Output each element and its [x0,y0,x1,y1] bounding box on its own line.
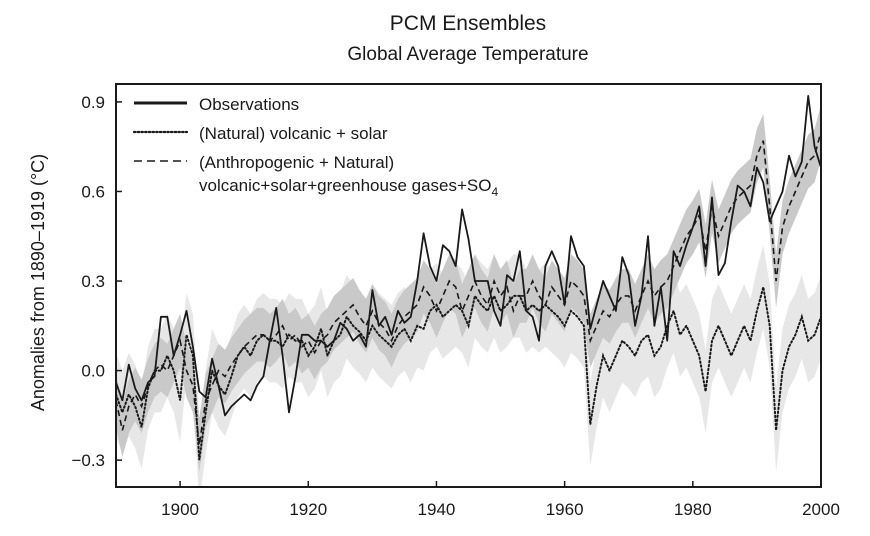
x-tick-label: 1980 [674,500,712,519]
y-tick-label: 0.0 [81,362,105,381]
observations-series-line [116,95,821,417]
y-axis-label: Anomalies from 1890–1919 (°C) [28,154,48,411]
x-tick-label: 1960 [546,500,584,519]
x-tick-label: 1900 [161,500,199,519]
legend-subscript: 4 [492,185,499,199]
legend-label: (Natural) volcanic + solar [199,124,388,143]
y-tick-label: 0.9 [81,93,105,112]
y-tick-label: 0.6 [81,182,105,201]
natural-series-line [116,286,821,461]
y-tick-label: 0.3 [81,272,105,291]
x-tick-label: 1940 [418,500,456,519]
legend-label: (Anthropogenic + Natural) [199,153,394,172]
combined-ensemble-band [116,104,821,473]
y-tick-label: −0.3 [71,451,105,470]
x-tick-label: 1920 [289,500,327,519]
chart-title: PCM Ensembles [389,12,547,35]
legend-label: Observations [199,95,299,114]
legend-label-line2: volcanic+solar+greenhouse gases+SO4 [199,176,499,199]
plot-frame [115,83,822,488]
combined-series-line [116,131,821,446]
x-tick-label: 2000 [802,500,840,519]
chart-subtitle: Global Average Temperature [347,44,589,65]
